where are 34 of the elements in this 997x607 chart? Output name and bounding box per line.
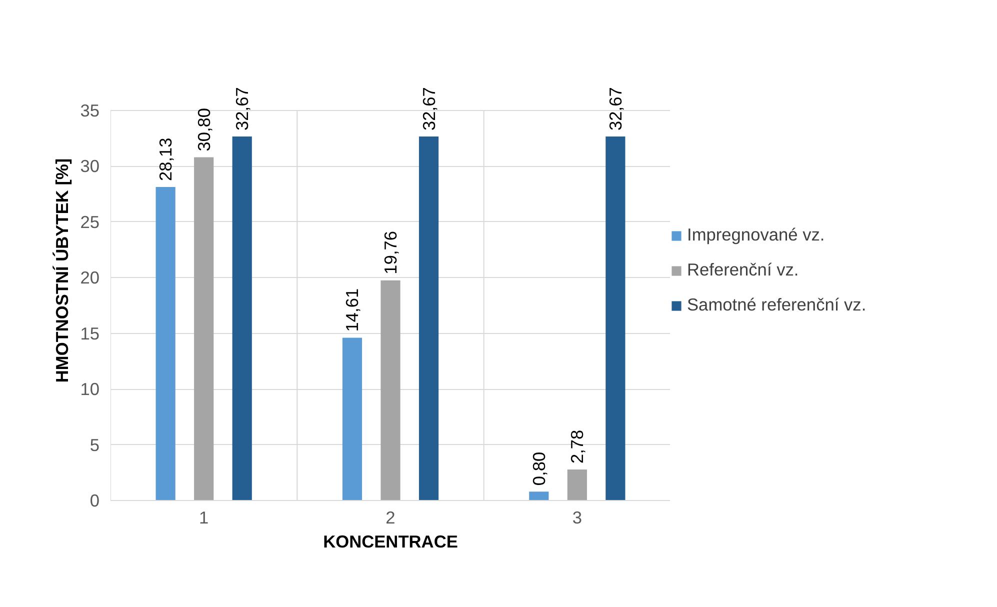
data-label: 32,67 xyxy=(605,87,626,130)
bar xyxy=(156,187,176,500)
y-tick-label: 10 xyxy=(80,379,100,400)
data-label: 14,61 xyxy=(342,288,362,332)
x-tick-label: 1 xyxy=(199,508,209,528)
data-label: 30,80 xyxy=(194,108,214,152)
bar xyxy=(418,136,439,500)
bar xyxy=(567,470,587,500)
y-tick-label: 20 xyxy=(80,268,100,288)
data-label: 28,13 xyxy=(156,138,176,182)
y-tick-label: 0 xyxy=(90,490,100,510)
y-tick-label: 15 xyxy=(80,323,100,344)
y-tick-label: 30 xyxy=(80,156,100,176)
data-label: 32,67 xyxy=(418,87,439,130)
y-tick-label: 35 xyxy=(80,100,100,120)
y-tick-label: 5 xyxy=(90,434,100,455)
bar xyxy=(342,338,362,500)
y-axis-title: HMOTNOSTNÍ ÚBYTEK [%] xyxy=(52,158,72,383)
data-label: 2,78 xyxy=(567,430,588,464)
bar xyxy=(194,157,214,500)
x-tick-label: 2 xyxy=(386,508,396,528)
data-label: 0,80 xyxy=(528,452,549,486)
x-axis-title: KONCENTRACE xyxy=(323,532,458,552)
x-tick-label: 3 xyxy=(572,508,582,528)
data-label: 32,67 xyxy=(232,87,252,130)
legend-label: Samotné referenční vz. xyxy=(687,294,866,316)
data-label: 19,76 xyxy=(380,230,400,274)
bar xyxy=(529,492,549,500)
legend-label: Impregnované vz. xyxy=(687,224,825,246)
bar xyxy=(232,136,252,500)
bar xyxy=(380,280,400,500)
legend-label: Referenční vz. xyxy=(687,260,799,280)
bar xyxy=(606,136,626,500)
y-tick-label: 25 xyxy=(80,212,100,232)
